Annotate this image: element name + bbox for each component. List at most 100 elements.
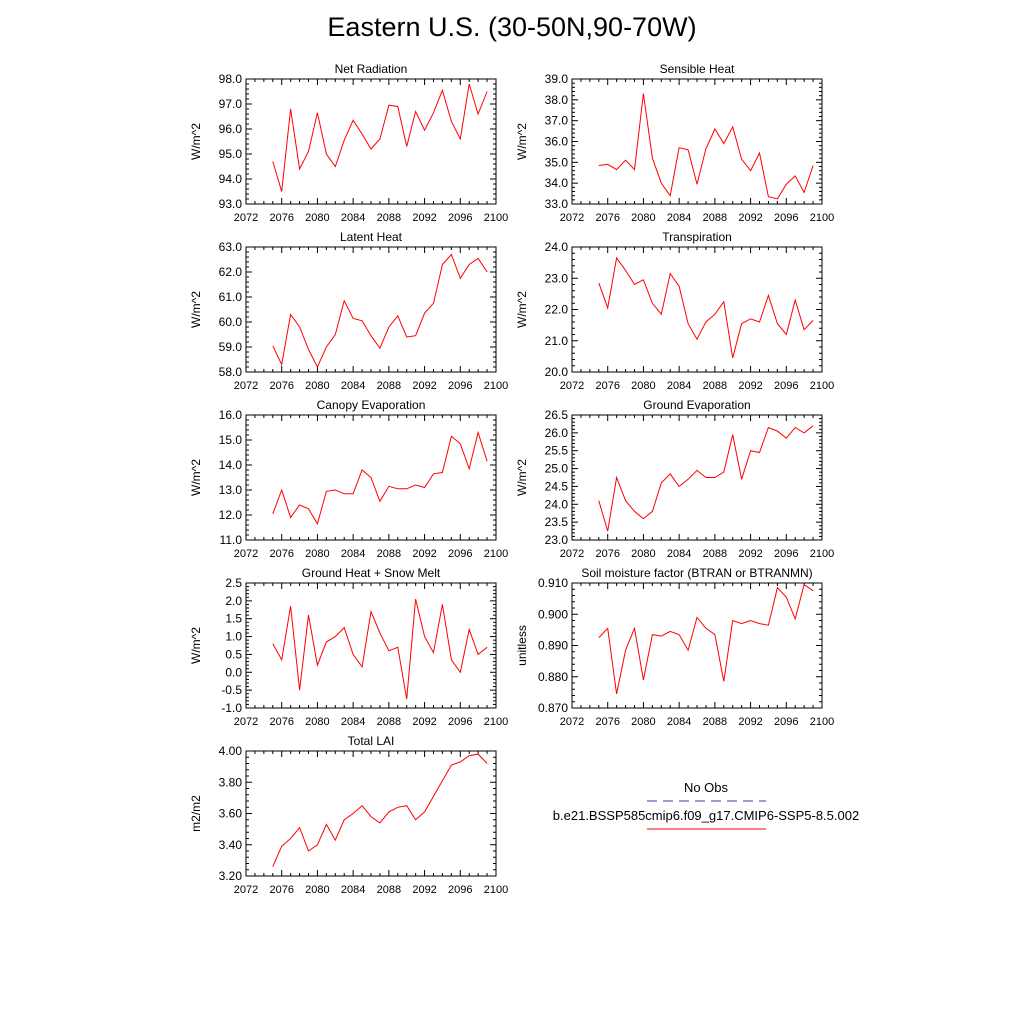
x-tick-label: 2072: [560, 212, 584, 224]
y-tick-label: 3.20: [219, 869, 243, 883]
x-tick-label: 2088: [703, 548, 727, 560]
x-tick-label: 2096: [448, 380, 472, 392]
x-tick-label: 2092: [412, 716, 436, 728]
x-tick-label: 2072: [560, 716, 584, 728]
y-axis-label: W/m^2: [515, 123, 529, 160]
x-tick-label: 2084: [341, 548, 365, 560]
x-tick-label: 2092: [412, 548, 436, 560]
x-tick-label: 2088: [377, 548, 401, 560]
panel-title: Canopy Evaporation: [317, 398, 426, 412]
plot-frame: [571, 582, 823, 709]
x-tick-label: 2096: [448, 548, 472, 560]
x-tick-label: 2076: [269, 212, 293, 224]
panel-title: Net Radiation: [335, 62, 408, 76]
x-tick-label: 2100: [810, 380, 834, 392]
y-tick-label: 23.0: [545, 271, 569, 285]
x-tick-label: 2080: [305, 884, 329, 896]
y-tick-label: 0.5: [225, 647, 242, 661]
legend-obs-label: No Obs: [684, 780, 729, 795]
x-tick-label: 2088: [703, 380, 727, 392]
x-tick-label: 2092: [738, 548, 762, 560]
x-tick-label: 2088: [377, 212, 401, 224]
y-tick-label: 0.910: [538, 576, 568, 590]
x-tick-label: 2088: [377, 380, 401, 392]
x-tick-label: 2084: [667, 716, 691, 728]
y-tick-label: 25.0: [545, 462, 569, 476]
panel-title: Soil moisture factor (BTRAN or BTRANMN): [581, 566, 812, 580]
panel-title: Sensible Heat: [660, 62, 735, 76]
y-tick-label: 98.0: [219, 72, 243, 86]
y-tick-label: 23.0: [545, 533, 569, 547]
y-tick-label: 26.0: [545, 426, 569, 440]
x-tick-label: 2096: [448, 884, 472, 896]
panel-title: Ground Evaporation: [643, 398, 750, 412]
series-line: [598, 93, 814, 200]
y-axis-label: W/m^2: [515, 459, 529, 496]
series-line: [272, 753, 488, 867]
y-tick-label: 0.880: [538, 670, 568, 684]
plot-frame: [245, 582, 497, 709]
x-tick-label: 2096: [774, 380, 798, 392]
series-line: [598, 583, 814, 695]
y-tick-label: 34.0: [545, 176, 569, 190]
x-tick-label: 2080: [305, 716, 329, 728]
y-tick-label: 59.0: [219, 340, 243, 354]
x-tick-label: 2096: [774, 548, 798, 560]
series-line: [272, 430, 488, 526]
x-tick-label: 2076: [269, 548, 293, 560]
y-tick-label: 2.5: [225, 576, 242, 590]
x-tick-label: 2072: [234, 884, 258, 896]
legend-case-label: b.e21.BSSP585cmip6.f09_g17.CMIP6-SSP5-8.…: [553, 808, 859, 823]
y-tick-label: 33.0: [545, 197, 569, 211]
x-tick-label: 2084: [667, 548, 691, 560]
panel-ground-evaporation: Ground Evaporation W/m^2 2072 2076 2080 2084 2…: [515, 398, 834, 560]
y-tick-label: 25.5: [545, 444, 569, 458]
x-tick-label: 2076: [595, 716, 619, 728]
panel-soil-moisture-factor-btran-or-btranmn: Soil moisture factor (BTRAN or BTRANMN) u…: [515, 566, 834, 728]
y-tick-label: 24.5: [545, 479, 569, 493]
x-tick-label: 2096: [448, 212, 472, 224]
panel-transpiration: Transpiration W/m^2 2072 2076 2080 2084 2088 20…: [515, 230, 834, 392]
x-tick-label: 2088: [377, 884, 401, 896]
x-tick-label: 2092: [738, 212, 762, 224]
y-tick-label: -0.5: [221, 683, 242, 697]
y-axis-label: W/m^2: [189, 627, 203, 664]
y-tick-label: 93.0: [219, 197, 243, 211]
y-tick-label: 61.0: [219, 290, 243, 304]
x-tick-label: 2084: [667, 212, 691, 224]
x-tick-label: 2096: [774, 716, 798, 728]
y-tick-label: 0.0: [225, 665, 242, 679]
figure-title: Eastern U.S. (30-50N,90-70W): [327, 12, 697, 42]
x-tick-label: 2092: [738, 716, 762, 728]
x-tick-label: 2100: [810, 212, 834, 224]
y-tick-label: 58.0: [219, 365, 243, 379]
panel-net-radiation: Net Radiation W/m^2 2072 2076 2080 2084 2088 20…: [189, 62, 508, 224]
y-tick-label: 1.0: [225, 630, 242, 644]
x-tick-label: 2092: [412, 380, 436, 392]
series-line: [272, 83, 488, 192]
y-axis-label: m2/m2: [189, 795, 203, 832]
y-tick-label: 2.0: [225, 594, 242, 608]
y-tick-label: 1.5: [225, 612, 242, 626]
x-tick-label: 2072: [234, 716, 258, 728]
y-tick-label: 0.900: [538, 607, 568, 621]
x-tick-label: 2084: [667, 380, 691, 392]
x-tick-label: 2072: [560, 380, 584, 392]
series-line: [272, 598, 488, 700]
x-tick-label: 2100: [484, 212, 508, 224]
panel-title: Transpiration: [662, 230, 732, 244]
y-axis-label: W/m^2: [515, 291, 529, 328]
y-tick-label: -1.0: [221, 701, 242, 715]
x-tick-label: 2084: [341, 884, 365, 896]
x-tick-label: 2100: [810, 548, 834, 560]
panel-total-lai: Total LAI m2/m2 2072 2076 2080 2084 2088 2092 20…: [189, 734, 508, 896]
y-tick-label: 16.0: [219, 408, 243, 422]
y-tick-label: 3.40: [219, 838, 243, 852]
plot-frame: [571, 246, 823, 373]
y-tick-label: 15.0: [219, 433, 243, 447]
y-tick-label: 3.60: [219, 807, 243, 821]
panel-title: Latent Heat: [340, 230, 403, 244]
y-tick-label: 24.0: [545, 497, 569, 511]
y-tick-label: 35.0: [545, 155, 569, 169]
